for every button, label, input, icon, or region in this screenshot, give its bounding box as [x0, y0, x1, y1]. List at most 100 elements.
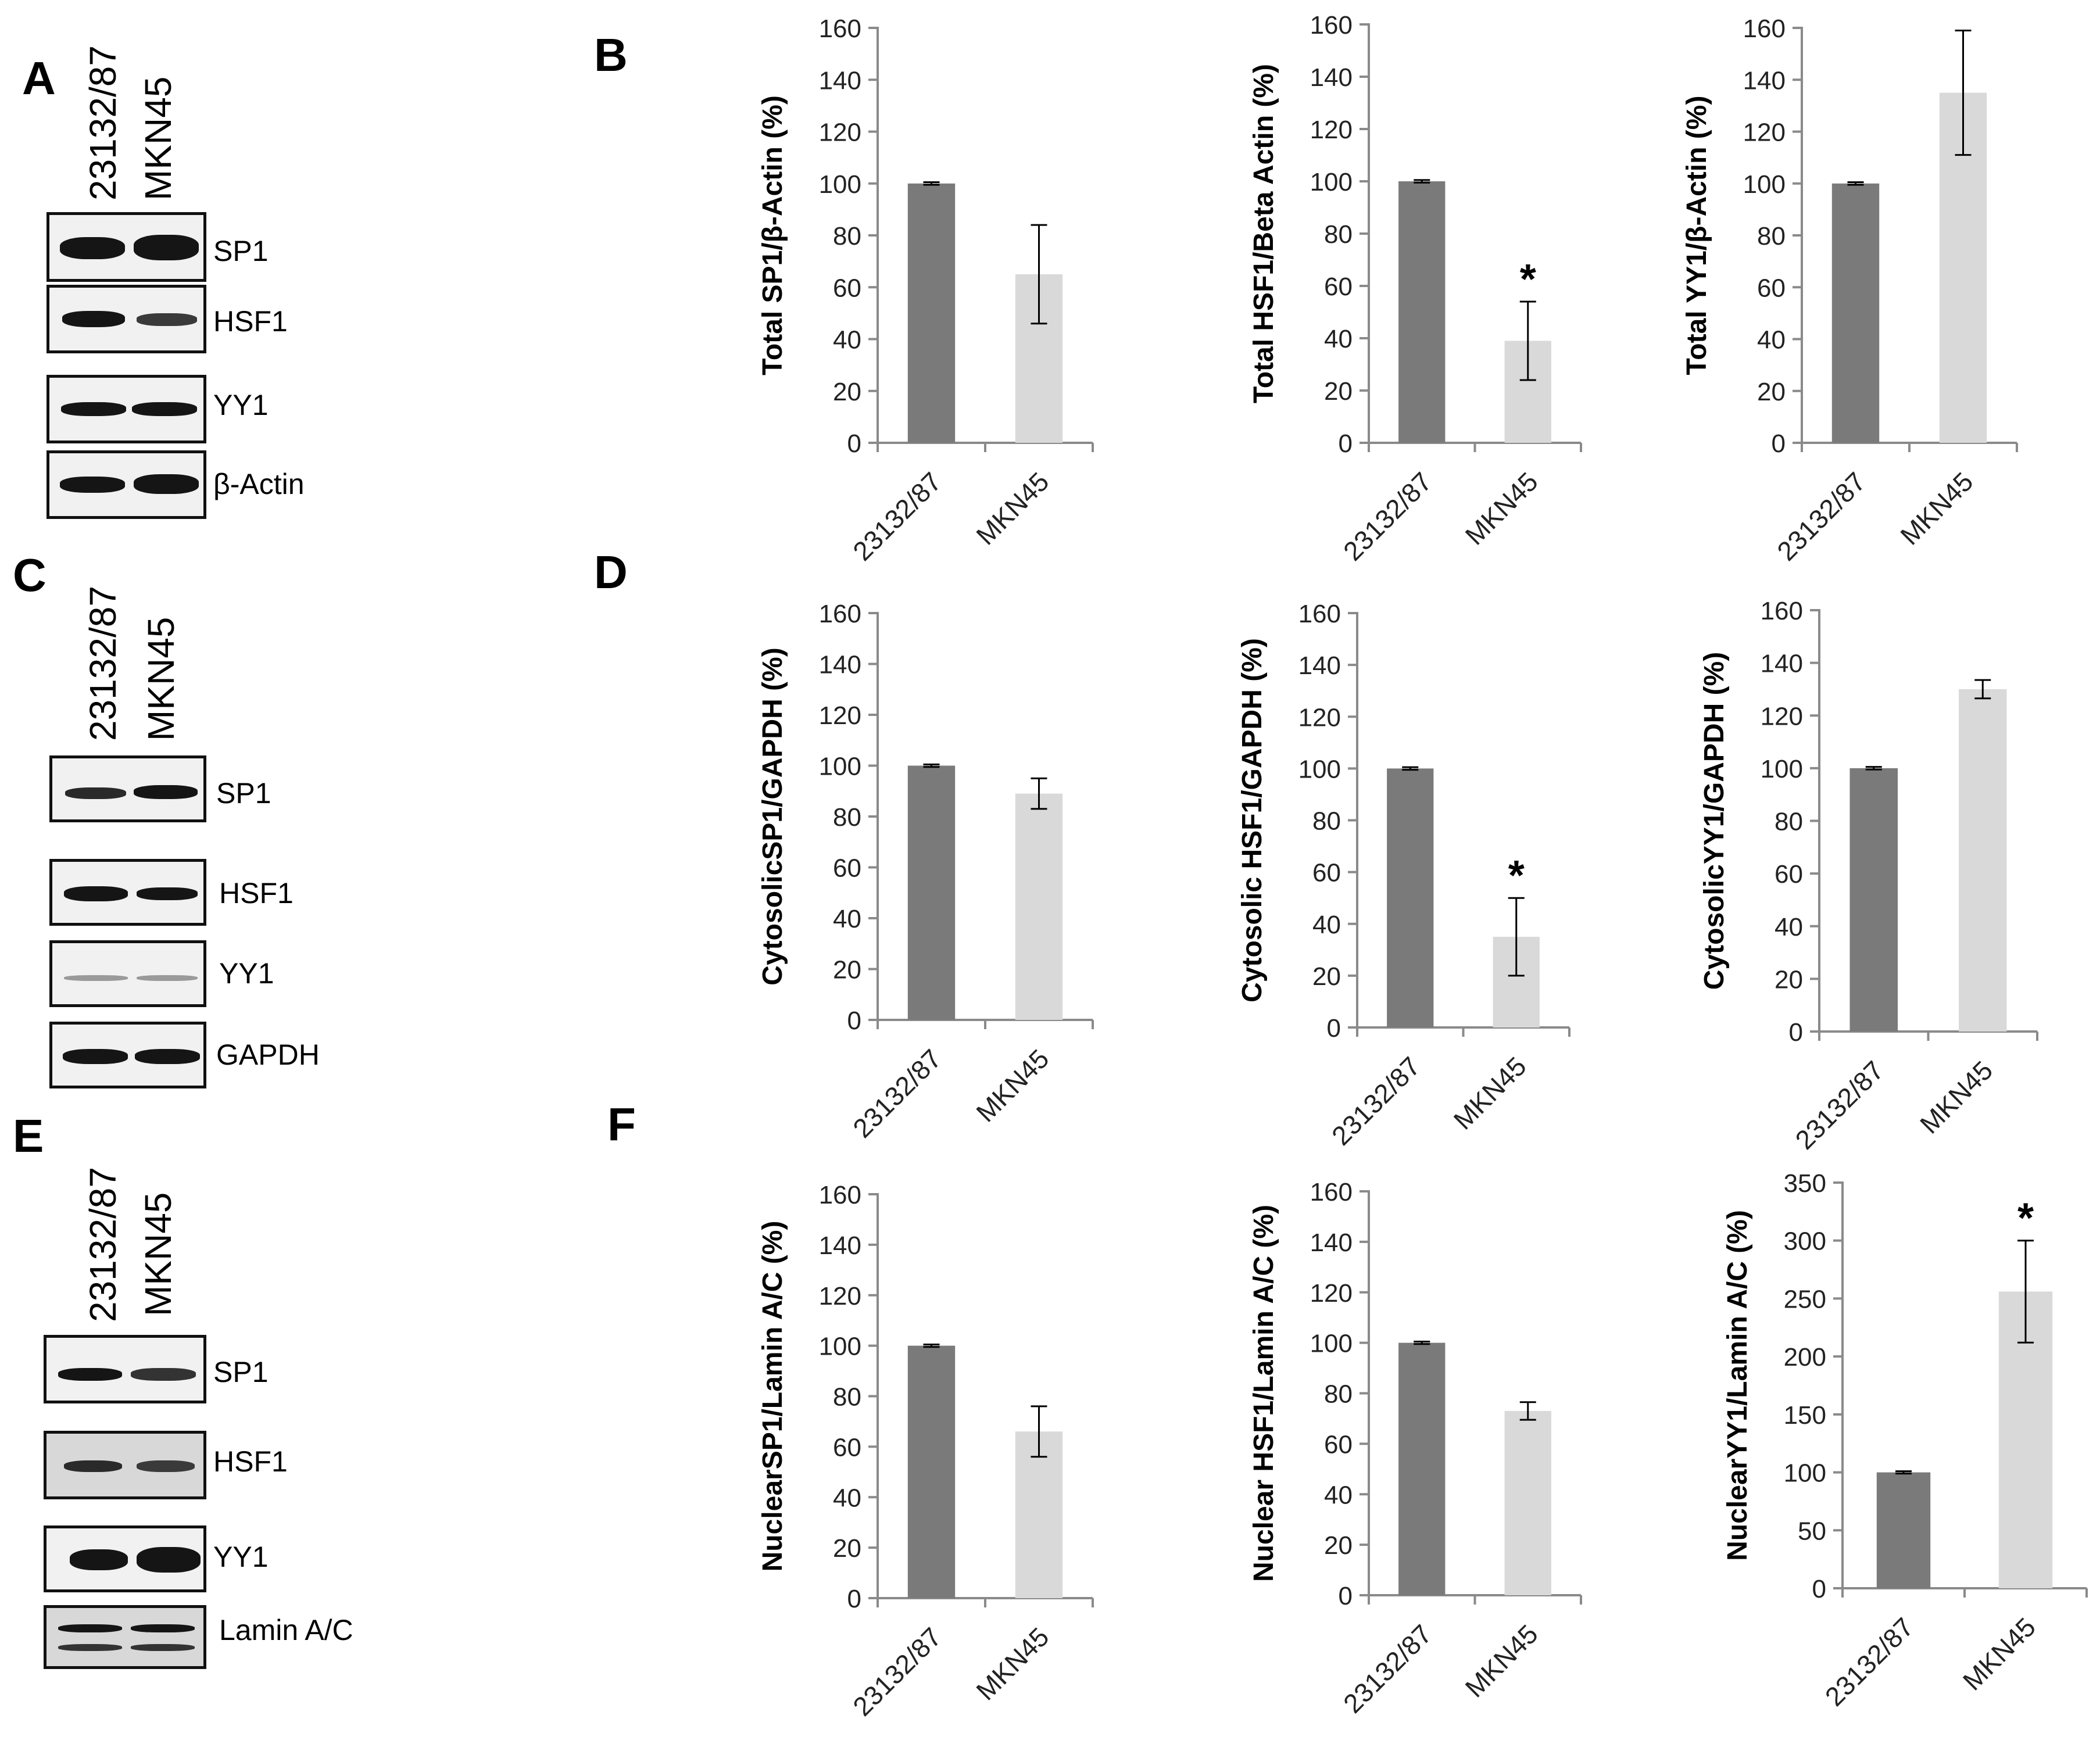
- bar-23132-87: [1398, 1342, 1446, 1595]
- blot-band: [137, 1547, 201, 1573]
- blot-band: [58, 1644, 122, 1651]
- blot-label-gapdh: GAPDH: [216, 1038, 320, 1071]
- y-tick-label: 20: [833, 956, 861, 984]
- y-tick-label: 40: [833, 326, 861, 354]
- y-tick-label: 120: [1310, 116, 1353, 144]
- blot-label-hsf1: HSF1: [219, 877, 294, 909]
- bar-23132-87: [907, 1345, 956, 1598]
- y-tick-label: 0: [1772, 429, 1786, 458]
- y-tick-label: 0: [1789, 1018, 1803, 1047]
- blot-band: [131, 1368, 196, 1381]
- y-tick-label: 60: [833, 1433, 861, 1462]
- y-tick-label: 0: [1327, 1014, 1341, 1043]
- blot-label-yy1: YY1: [219, 957, 274, 990]
- x-category-label: MKN45: [1957, 1612, 2041, 1696]
- y-tick-label: 120: [819, 1282, 861, 1310]
- bar-23132-87: [907, 765, 956, 1020]
- blot-label-hsf1: HSF1: [213, 305, 288, 338]
- bar-mkn45: [1959, 689, 2007, 1032]
- bar-chart-b-2: 0 20 40 60 80 100 120 140 160 23132/87 * MKN45 Total…: [1248, 11, 1582, 567]
- bar-chart-d-3: 0 20 40 60 80 100 120 140 160 23132/87 MKN45 Cytoso…: [1699, 597, 2038, 1155]
- y-tick-label: 140: [819, 651, 861, 679]
- panel-letter-e: E: [13, 1110, 44, 1162]
- y-tick-label: 20: [833, 1534, 861, 1563]
- bar-23132-87: [1876, 1472, 1931, 1588]
- x-category-label: 23132/87: [1819, 1612, 1919, 1711]
- y-axis-label: Cytosolic HSF1/GAPDH (%): [1237, 638, 1268, 1002]
- y-tick-label: 0: [1812, 1575, 1826, 1603]
- blot-strip-gapdh: [49, 1022, 206, 1088]
- y-tick-label: 60: [833, 854, 861, 883]
- y-tick-label: 100: [819, 753, 861, 781]
- blot-strip-sp1: [44, 1335, 206, 1403]
- bar-chart-f-1: 0 20 40 60 80 100 120 140 160 23132/87 MKN45 Nuclea…: [757, 1181, 1094, 1722]
- blot-band: [137, 887, 198, 900]
- x-category-label: MKN45: [970, 1621, 1054, 1706]
- significance-marker: *: [1508, 853, 1525, 899]
- bar-chart-b-1: 0 20 40 60 80 100 120 140 160 23132/87 MKN45 Total …: [757, 15, 1094, 567]
- panel-letter-b: B: [594, 29, 628, 81]
- y-tick-label: 60: [1324, 273, 1353, 301]
- x-category-label: MKN45: [970, 1043, 1054, 1127]
- y-tick-label: 100: [819, 1333, 861, 1361]
- y-tick-label: 160: [1298, 600, 1341, 628]
- y-axis-label: CytosolicSP1/GAPDH (%): [757, 647, 788, 985]
- y-axis-label: Total HSF1/Beta Actin (%): [1248, 64, 1279, 403]
- y-tick-label: 60: [1324, 1430, 1353, 1459]
- blot-label-hsf1: HSF1: [213, 1445, 288, 1478]
- blot-band: [58, 1624, 122, 1632]
- y-tick-label: 160: [1761, 597, 1803, 625]
- y-tick-label: 300: [1784, 1227, 1826, 1256]
- significance-marker: *: [1520, 256, 1536, 303]
- blot-strip-yy1: [49, 940, 206, 1007]
- blot-band: [137, 975, 198, 981]
- blot-band: [60, 237, 125, 259]
- y-tick-label: 140: [819, 66, 861, 95]
- y-tick-label: 160: [819, 1181, 861, 1209]
- panel-letter-f: F: [607, 1098, 636, 1150]
- x-category-label: MKN45: [1914, 1055, 1998, 1139]
- panel-letter-a: A: [22, 52, 56, 104]
- x-category-label: MKN45: [970, 466, 1054, 550]
- blot-label-yy1: YY1: [213, 1541, 269, 1573]
- blot-band: [137, 1460, 195, 1472]
- y-tick-label: 20: [1324, 1531, 1353, 1560]
- y-tick-label: 80: [833, 1383, 861, 1412]
- x-category-label: MKN45: [1459, 466, 1544, 550]
- x-category-label: MKN45: [1894, 466, 1979, 550]
- x-category-label: 23132/87: [1337, 466, 1437, 566]
- y-tick-label: 40: [833, 1484, 861, 1512]
- y-axis-label: Total YY1/β-Actin (%): [1682, 96, 1712, 375]
- blot-band: [65, 787, 126, 799]
- blot-band: [132, 402, 197, 416]
- blot-band: [134, 474, 199, 494]
- y-axis-label: Total SP1/β-Actin (%): [757, 95, 788, 375]
- blot-band: [135, 1049, 200, 1064]
- y-tick-label: 20: [1324, 377, 1353, 406]
- bar-23132-87: [1398, 181, 1446, 443]
- y-tick-label: 80: [1324, 220, 1353, 249]
- y-tick-label: 80: [833, 222, 861, 250]
- y-tick-label: 120: [1761, 702, 1803, 730]
- blot-label-sp1: SP1: [216, 777, 271, 810]
- y-tick-label: 100: [1761, 755, 1803, 783]
- blot-band: [64, 1460, 122, 1472]
- y-tick-label: 40: [1312, 911, 1341, 939]
- y-tick-label: 60: [1775, 860, 1803, 889]
- blot-band: [64, 886, 128, 901]
- bar-mkn45: [1015, 793, 1063, 1020]
- y-tick-label: 20: [1757, 378, 1786, 406]
- blot-band: [60, 477, 125, 493]
- y-tick-label: 40: [1324, 1481, 1353, 1509]
- y-tick-label: 0: [847, 1585, 861, 1613]
- y-tick-label: 350: [1784, 1169, 1826, 1198]
- x-category-label: MKN45: [1448, 1051, 1532, 1135]
- blot-band: [134, 785, 198, 799]
- bar-23132-87: [1387, 768, 1434, 1027]
- blot-band: [62, 311, 125, 327]
- blot-band: [134, 235, 199, 260]
- y-tick-label: 200: [1784, 1343, 1826, 1371]
- blot-label-sp1: SP1: [213, 235, 269, 267]
- blot-strip-hsf1: [46, 285, 206, 353]
